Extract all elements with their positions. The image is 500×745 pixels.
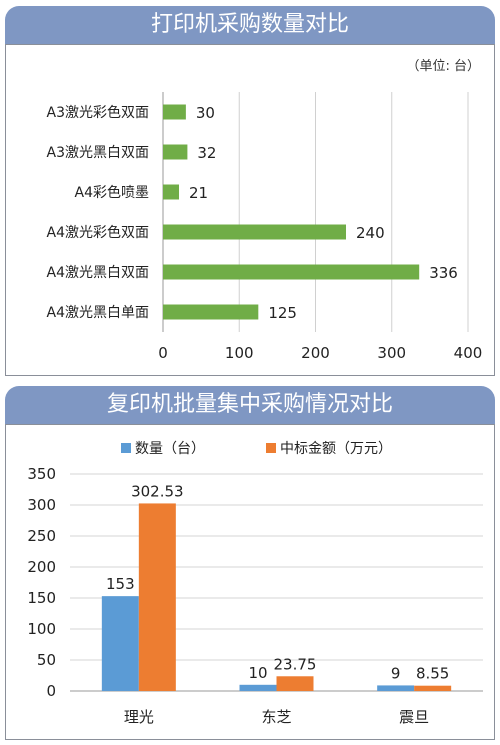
y-tick-label: 100 — [27, 620, 56, 638]
data-label: 302.53 — [131, 482, 184, 500]
data-label: 153 — [106, 575, 135, 593]
x-tick-label: 0 — [158, 344, 168, 362]
category-label: 理光 — [124, 708, 154, 726]
y-tick-label: 350 — [27, 465, 56, 483]
data-label: 336 — [429, 264, 458, 282]
x-tick-label: 200 — [301, 344, 330, 362]
data-label: 23.75 — [274, 655, 317, 673]
bar — [239, 684, 277, 691]
category-label: 震旦 — [399, 708, 429, 726]
data-label: 32 — [197, 144, 216, 162]
printer-chart-panel: 打印机采购数量对比 （单位: 台） 0 100 200 300 400 A3激光彩色双面 30… — [5, 6, 495, 376]
legend-swatch — [121, 443, 131, 453]
category-label: A4激光黑白单面 — [47, 304, 149, 321]
category-label: A3激光彩色双面 — [47, 104, 149, 121]
data-label: 10 — [248, 664, 267, 682]
unit-note: （单位: 台） — [406, 59, 480, 74]
bar — [276, 676, 314, 691]
data-label: 9 — [391, 664, 401, 682]
bar — [163, 264, 420, 280]
bar — [163, 144, 188, 160]
category-label: A4激光黑白双面 — [47, 264, 149, 281]
bar — [163, 304, 259, 320]
legend-label: 数量（台） — [135, 441, 205, 457]
data-label: 240 — [356, 224, 385, 242]
bar — [414, 685, 452, 691]
bar — [163, 184, 180, 200]
copier-chart-svg: 0 50 100 150 200 250 300 350 数量（台） 中标金额（万元） 理光 153 3… — [27, 441, 483, 726]
x-tick-label: 400 — [454, 344, 483, 362]
y-tick-label: 0 — [46, 682, 56, 700]
copier-chart-title: 复印机批量集中采购情况对比 — [5, 386, 495, 424]
y-tick-label: 300 — [27, 496, 56, 514]
printer-chart-svg: （单位: 台） 0 100 200 300 400 A3激光彩色双面 30 A3激光黑白双面 32… — [47, 59, 483, 362]
printer-chart-frame — [5, 44, 495, 376]
bar — [138, 503, 176, 691]
y-tick-label: 150 — [27, 589, 56, 607]
data-label: 8.55 — [416, 665, 449, 683]
category-label: A4彩色喷墨 — [75, 184, 149, 201]
legend-swatch — [266, 443, 276, 453]
x-tick-label: 100 — [225, 344, 254, 362]
category-label: 东芝 — [261, 708, 291, 726]
bar — [377, 685, 415, 691]
category-label: A3激光黑白双面 — [47, 144, 149, 161]
data-label: 21 — [189, 184, 208, 202]
printer-chart-title: 打印机采购数量对比 — [5, 6, 495, 44]
category-label: A4激光彩色双面 — [47, 224, 149, 241]
data-label: 125 — [268, 304, 297, 322]
y-tick-label: 200 — [27, 558, 56, 576]
legend-label: 中标金额（万元） — [280, 441, 392, 457]
y-tick-label: 50 — [37, 651, 56, 669]
y-tick-label: 250 — [27, 527, 56, 545]
bar — [163, 104, 186, 120]
x-tick-label: 300 — [377, 344, 406, 362]
bar — [163, 224, 346, 240]
copier-chart-panel: 复印机批量集中采购情况对比 0 50 100 150 200 250 300 350 数量（台）… — [5, 386, 495, 740]
data-label: 30 — [196, 104, 215, 122]
bar — [101, 596, 139, 691]
